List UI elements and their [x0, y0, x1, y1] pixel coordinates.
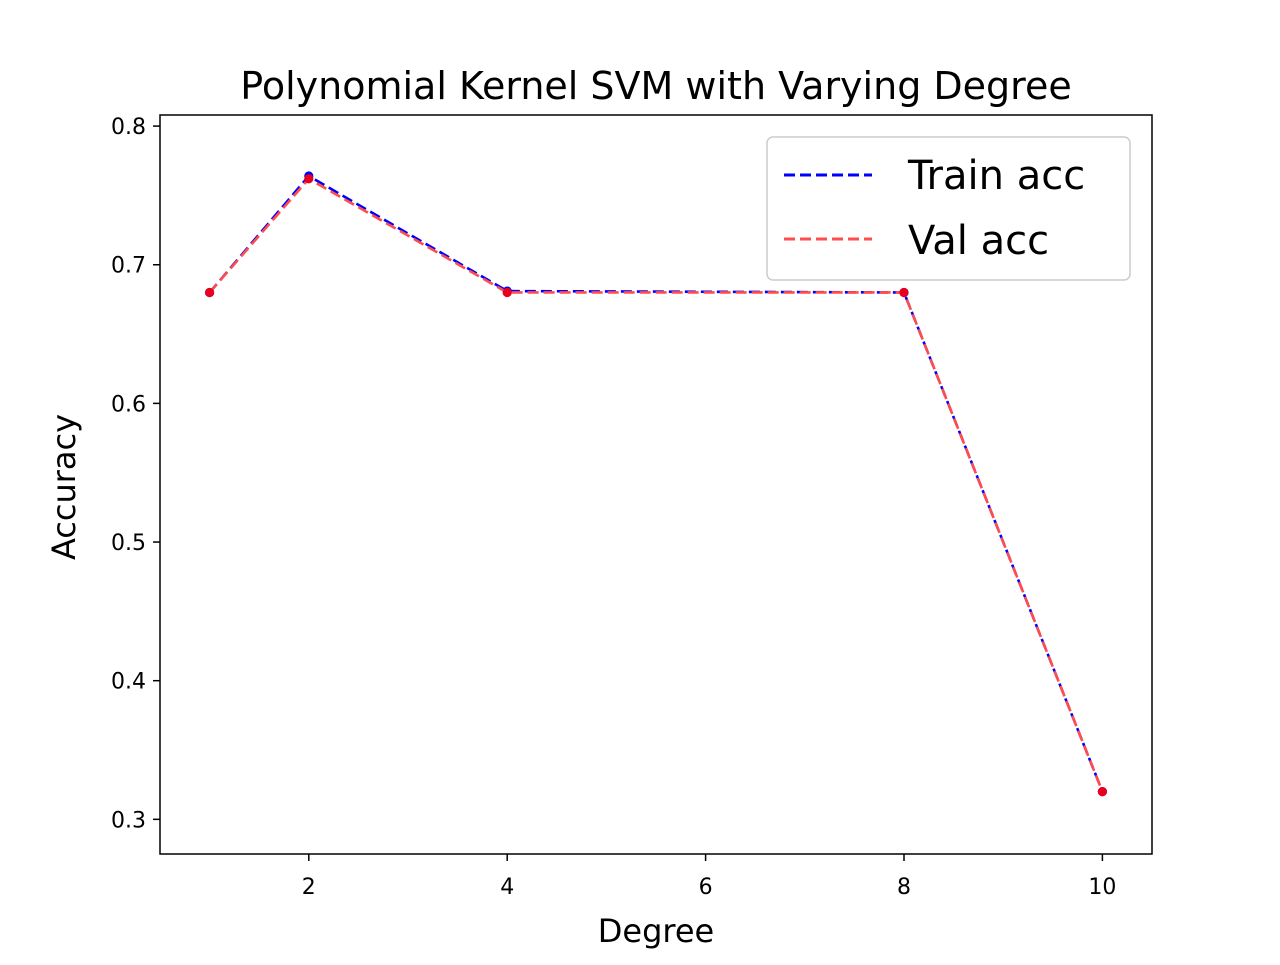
x-tick-label: 2: [302, 875, 316, 900]
x-tick-label: 4: [500, 875, 514, 900]
y-tick-label: 0.5: [111, 531, 146, 556]
data-point-val: [899, 287, 909, 298]
x-axis-label: Degree: [598, 912, 714, 950]
legend-box: [766, 136, 1131, 281]
data-point-val: [205, 287, 215, 298]
x-tick-label: 10: [1088, 875, 1116, 900]
y-tick-label: 0.6: [111, 392, 146, 417]
y-tick-label: 0.8: [111, 115, 146, 140]
series-layer: [205, 171, 1107, 797]
legend-label-train: Train acc: [907, 153, 1085, 199]
data-point-val: [502, 287, 512, 298]
series-line-val: [208, 177, 1104, 793]
data-point-val: [304, 174, 314, 184]
x-tick-label: 8: [897, 875, 911, 900]
y-tick-label: 0.3: [111, 808, 146, 833]
y-axis-label: Accuracy: [45, 414, 83, 560]
y-tick-label: 0.4: [111, 670, 146, 695]
chart-title: Polynomial Kernel SVM with Varying Degre…: [240, 64, 1071, 108]
legend-label-val: Val acc: [908, 218, 1049, 264]
x-tick-label: 6: [699, 875, 713, 900]
y-tick-label: 0.7: [111, 254, 146, 279]
data-point-val: [1097, 787, 1107, 797]
legend: Train acc Val acc: [766, 136, 1131, 281]
y-axis-ticks: 0.3 0.4 0.5 0.6 0.7 0.8: [111, 115, 160, 833]
x-axis-ticks: 2 4 6 8 10: [302, 854, 1116, 900]
